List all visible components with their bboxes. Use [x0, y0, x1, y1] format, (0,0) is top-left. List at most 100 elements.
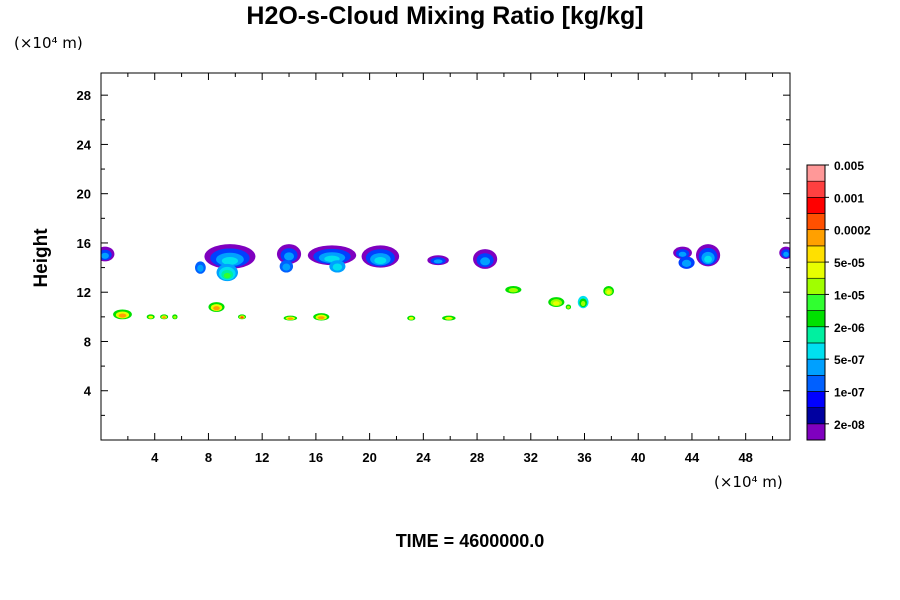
- cloud-patch: [172, 314, 178, 320]
- colorbar-swatch: [806, 229, 826, 247]
- cloud-field: [101, 244, 790, 321]
- cloud-patch: [548, 297, 565, 307]
- time-label: TIME = 4600000.0: [395, 531, 545, 551]
- cloud-patch: [407, 315, 416, 321]
- cloud-patch: [678, 256, 695, 269]
- cloud-patch-level: [566, 305, 570, 309]
- colorbar-swatch: [806, 342, 826, 360]
- colorbar-label: 1e-05: [834, 288, 865, 302]
- y-tick-label: 24: [77, 137, 92, 152]
- cloud-patch-level: [162, 316, 166, 319]
- cloud-patch: [279, 260, 294, 273]
- cloud-patch: [473, 249, 498, 269]
- colorbar-swatch: [806, 197, 826, 214]
- cloud-patch-level: [374, 256, 387, 265]
- cloud-patch: [505, 286, 522, 294]
- colorbar-swatch: [806, 423, 826, 441]
- colorbar-label: 0.005: [834, 159, 864, 173]
- colorbar-swatch: [806, 213, 826, 231]
- colorbar-swatch: [806, 180, 826, 198]
- y-axis-unit: (×10⁴ m): [14, 34, 83, 52]
- x-tick-label: 8: [205, 450, 212, 465]
- cloud-patch-level: [240, 316, 244, 319]
- cloud-patch: [101, 246, 115, 262]
- cloud-patch: [160, 314, 169, 320]
- cloud-patch: [313, 313, 330, 321]
- cloud-patch: [695, 244, 721, 267]
- colorbar-swatch: [806, 374, 826, 392]
- cloud-patch-level: [284, 252, 295, 261]
- cloud-patch-level: [287, 317, 294, 320]
- colorbar-swatch: [806, 407, 826, 425]
- cloud-patch-level: [783, 251, 789, 257]
- x-tick-label: 44: [685, 450, 700, 465]
- cloud-patch: [204, 244, 256, 269]
- cloud-patch: [276, 244, 302, 264]
- chart-title: H2O-s-Cloud Mixing Ratio [kg/kg]: [246, 2, 644, 30]
- cloud-patch: [779, 246, 790, 259]
- cloud-patch-level: [118, 313, 127, 318]
- cloud-patch: [361, 245, 400, 268]
- colorbar-label: 0.0002: [834, 224, 871, 238]
- x-tick-label: 24: [416, 450, 431, 465]
- y-axis: 4 8 12 16 20 24 28: [77, 88, 790, 416]
- cloud-patch: [442, 315, 456, 321]
- y-tick-label: 20: [77, 187, 91, 202]
- cloud-patch-level: [552, 301, 560, 306]
- colorbar-swatch: [806, 358, 826, 376]
- cloud-patch: [208, 302, 225, 312]
- cloud-patch-level: [606, 290, 611, 295]
- cloud-patch-level: [223, 272, 231, 279]
- colorbar-swatch: [806, 245, 826, 263]
- cloud-patch-level: [148, 315, 154, 319]
- colorbar-label: 1e-07: [834, 385, 865, 399]
- x-tick-label: 4: [151, 450, 159, 465]
- cloud-patch-level: [433, 259, 443, 264]
- cloud-patch: [565, 304, 572, 310]
- cloud-patch-level: [173, 315, 177, 319]
- colorbar-label: 0.001: [834, 191, 864, 205]
- cloud-patch-level: [580, 301, 586, 307]
- colorbar-swatch: [806, 294, 826, 311]
- colorbar-swatch: [806, 277, 826, 295]
- cloud-patch-level: [332, 263, 343, 271]
- cloud-patch-level: [678, 251, 687, 257]
- cloud-patch: [603, 286, 615, 296]
- cloud-patch: [329, 260, 346, 273]
- cloud-patch: [577, 295, 589, 309]
- cloud-patch: [113, 309, 132, 320]
- x-tick-label: 48: [738, 450, 752, 465]
- cloud-patch-level: [213, 306, 220, 311]
- cloud-patch-level: [704, 255, 712, 263]
- cloud-patch-level: [197, 264, 204, 272]
- cloud-patch-level: [408, 316, 414, 320]
- x-tick-label: 28: [470, 450, 484, 465]
- cloud-patch-level: [480, 257, 491, 266]
- cloud-patch: [146, 314, 155, 320]
- colorbar-swatch: [806, 261, 826, 279]
- plot-area: [100, 72, 791, 441]
- cloud-patch-level: [508, 288, 519, 293]
- x-axis: 4 8 12 16 20 24 28 32 36 40 44 48: [127, 73, 774, 465]
- colorbar-swatch: [806, 391, 826, 408]
- y-tick-label: 12: [77, 285, 91, 300]
- y-tick-label: 16: [77, 236, 91, 251]
- cloud-patch: [216, 263, 238, 282]
- cloud-patch: [283, 315, 298, 321]
- x-tick-label: 16: [309, 450, 323, 465]
- cloud-patch-level: [101, 252, 109, 259]
- x-tick-label: 40: [631, 450, 645, 465]
- colorbar-label: 2e-06: [834, 321, 865, 335]
- cloud-patch: [237, 314, 247, 320]
- cloud-patch-level: [221, 257, 239, 265]
- cloud-patch: [427, 255, 449, 266]
- y-tick-label: 4: [84, 384, 92, 399]
- cloud-patch-level: [317, 316, 325, 320]
- colorbar-label: 2e-08: [834, 418, 865, 432]
- x-tick-label: 36: [577, 450, 591, 465]
- colorbar-swatch: [806, 310, 826, 328]
- cloud-patch-level: [444, 316, 453, 320]
- cloud-patch: [195, 261, 206, 274]
- colorbar-swatch: [806, 164, 826, 182]
- x-axis-unit: (×10⁴ m): [714, 473, 783, 491]
